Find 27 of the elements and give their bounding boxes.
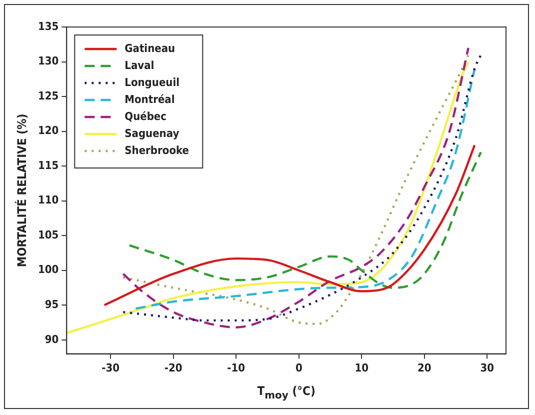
y-tick-label: 120	[38, 124, 59, 138]
y-tick-label: 130	[38, 54, 59, 68]
y-tick-label: 100	[38, 263, 59, 276]
legend-label: Laval	[124, 58, 154, 72]
y-tick-label: 95	[44, 298, 59, 311]
x-tick-label: 30	[480, 361, 494, 374]
x-tick-label: -10	[227, 361, 246, 374]
line-series	[66, 60, 470, 334]
x-tick-label: 20	[418, 361, 432, 374]
x-tick-label: 0	[295, 361, 302, 374]
legend-label: Gatineau	[124, 42, 176, 55]
legend-label: Montréal	[124, 92, 175, 106]
legend-label: Sherbrooke	[124, 144, 190, 157]
x-tick-label: -20	[164, 361, 182, 374]
legend-label: Saguenay	[124, 126, 180, 140]
y-tick-label: 135	[38, 20, 59, 33]
legend-label: Québec	[124, 110, 167, 123]
y-tick-label: 115	[38, 158, 59, 172]
legend-label: Longueuil	[124, 76, 180, 89]
x-tick-label: -30	[102, 361, 120, 374]
y-tick-label: 105	[38, 228, 59, 242]
line-series	[103, 144, 476, 306]
y-tick-label: 90	[44, 332, 59, 346]
y-tick-label: 125	[38, 89, 59, 102]
y-tick-label: 110	[38, 194, 59, 207]
x-tick-label: 10	[354, 361, 369, 374]
y-axis-title: MORTALITÉ RELATIVE (%)	[14, 114, 30, 268]
